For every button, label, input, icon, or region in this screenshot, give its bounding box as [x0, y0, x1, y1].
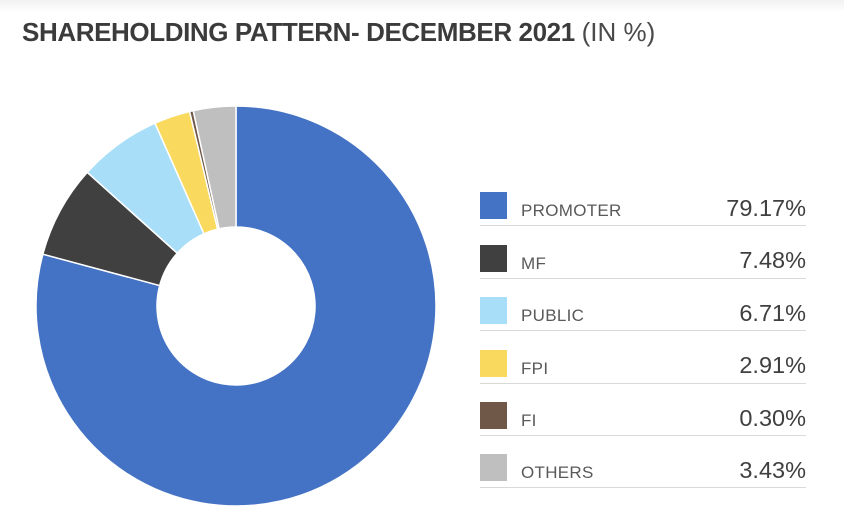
- legend-label: PROMOTER: [521, 201, 622, 221]
- legend-row-others: OTHERS 3.43%: [480, 436, 806, 489]
- page-title-suffix: (IN %): [581, 17, 656, 47]
- legend-value: 3.43%: [739, 457, 806, 484]
- donut-chart: [26, 96, 446, 516]
- legend-label: FPI: [521, 358, 549, 378]
- pie-slice-promoter: [35, 105, 437, 507]
- legend: PROMOTER 79.17% MF 7.48% PUBLIC 6.71% FP…: [480, 174, 806, 489]
- page-title: SHAREHOLDING PATTERN- DECEMBER 2021 (IN …: [22, 17, 655, 48]
- legend-label: PUBLIC: [521, 306, 585, 326]
- legend-row-promoter: PROMOTER 79.17%: [480, 174, 806, 227]
- legend-value: 79.17%: [726, 195, 806, 222]
- legend-label: FI: [521, 410, 537, 430]
- legend-row-mf: MF 7.48%: [480, 226, 806, 279]
- pie-slice-others: [192, 105, 237, 230]
- top-edge-fade: [0, 0, 844, 12]
- legend-color-swatch: [480, 192, 507, 220]
- legend-value: 6.71%: [739, 299, 806, 326]
- legend-value: 0.30%: [739, 404, 806, 431]
- legend-label: OTHERS: [521, 463, 594, 483]
- legend-value: 2.91%: [739, 352, 806, 379]
- legend-row-fi: FI 0.30%: [480, 384, 806, 436]
- legend-color-swatch: [480, 454, 507, 482]
- legend-row-fpi: FPI 2.91%: [480, 331, 806, 384]
- donut-chart-svg: [35, 105, 437, 507]
- legend-color-swatch: [480, 297, 507, 325]
- legend-color-swatch: [480, 401, 507, 429]
- legend-label: MF: [521, 253, 547, 273]
- legend-value: 7.48%: [739, 247, 806, 274]
- legend-color-swatch: [480, 349, 507, 377]
- page-title-main: SHAREHOLDING PATTERN- DECEMBER 2021: [22, 17, 575, 47]
- legend-row-public: PUBLIC 6.71%: [480, 279, 806, 332]
- legend-color-swatch: [480, 244, 507, 272]
